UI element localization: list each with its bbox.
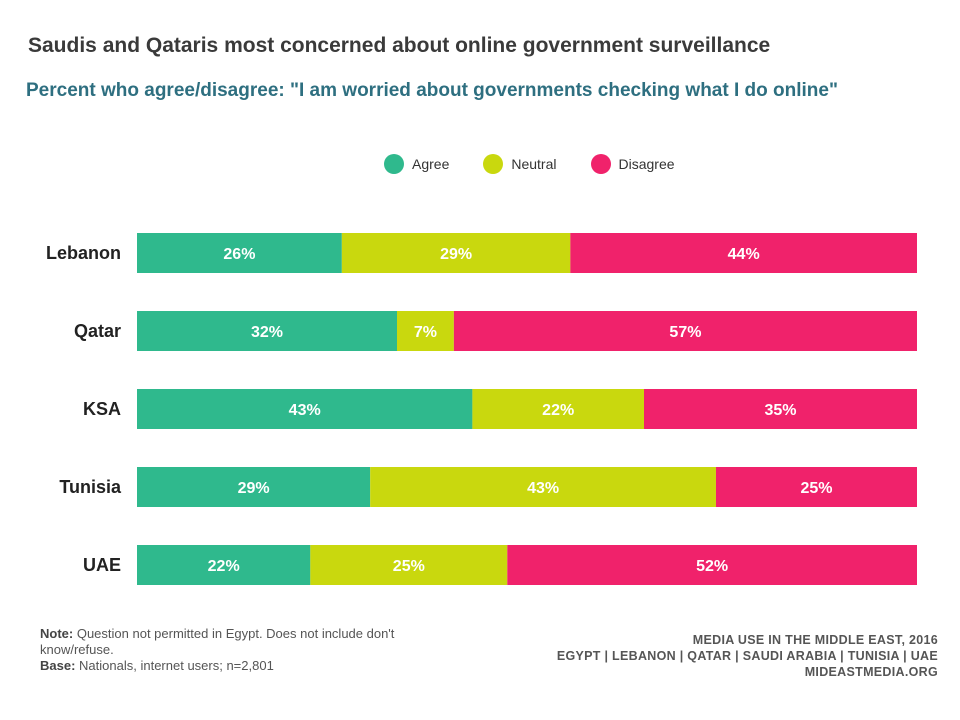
- base-text: Nationals, internet users; n=2,801: [79, 658, 274, 673]
- category-label-lebanon: Lebanon: [46, 243, 121, 263]
- data-label-ksa-agree: 43%: [289, 402, 321, 419]
- legend: Agree Neutral Disagree: [384, 154, 709, 174]
- note-text: Question not permitted in Egypt. Does no…: [40, 626, 395, 657]
- note-label: Note:: [40, 626, 74, 641]
- source-credit: MEDIA USE IN THE MIDDLE EAST, 2016 EGYPT…: [557, 632, 938, 680]
- data-label-uae-agree: 22%: [208, 558, 240, 575]
- legend-swatch-neutral: [483, 154, 504, 174]
- bar-lebanon-disagree: [570, 233, 917, 273]
- bar-ksa-disagree: [644, 389, 917, 429]
- bar-qatar-disagree: [453, 311, 917, 351]
- chart-subtitle: Percent who agree/disagree: "I am worrie…: [26, 80, 838, 101]
- base-label: Base:: [40, 658, 76, 673]
- data-label-uae-neutral: 25%: [393, 558, 425, 575]
- legend-item-neutral: Neutral: [483, 154, 557, 174]
- data-label-lebanon-agree: 26%: [223, 246, 255, 263]
- source-line-3: MIDEASTMEDIA.ORG: [804, 665, 938, 679]
- footnote: Note: Question not permitted in Egypt. D…: [40, 626, 460, 674]
- bar-ksa-neutral: [472, 389, 644, 429]
- bar-tunisia-disagree: [715, 467, 917, 507]
- base-line: Base: Nationals, internet users; n=2,801: [40, 658, 460, 674]
- legend-item-agree: Agree: [384, 154, 449, 174]
- data-label-qatar-disagree: 57%: [669, 324, 701, 341]
- bar-uae-agree: [137, 545, 311, 585]
- legend-item-disagree: Disagree: [590, 154, 675, 174]
- data-label-qatar-neutral: 7%: [414, 324, 437, 341]
- data-label-lebanon-disagree: 44%: [728, 246, 760, 263]
- data-label-uae-disagree: 52%: [696, 558, 728, 575]
- bar-qatar-agree: [137, 311, 397, 351]
- bar-lebanon-neutral: [341, 233, 571, 273]
- data-label-tunisia-agree: 29%: [238, 480, 270, 497]
- bar-uae-disagree: [507, 545, 917, 585]
- bar-uae-neutral: [310, 545, 508, 585]
- legend-swatch-disagree: [590, 154, 611, 174]
- legend-label-disagree: Disagree: [618, 156, 675, 172]
- bar-tunisia-agree: [137, 467, 371, 507]
- data-label-ksa-disagree: 35%: [764, 402, 796, 419]
- data-label-tunisia-disagree: 25%: [800, 480, 832, 497]
- category-label-uae: UAE: [83, 555, 121, 575]
- bar-ksa-agree: [137, 389, 473, 429]
- legend-label-neutral: Neutral: [511, 156, 557, 172]
- category-label-tunisia: Tunisia: [59, 477, 122, 497]
- category-label-ksa: KSA: [83, 399, 121, 419]
- bar-lebanon-agree: [137, 233, 342, 273]
- bar-tunisia-neutral: [370, 467, 716, 507]
- data-label-tunisia-neutral: 43%: [527, 480, 559, 497]
- legend-swatch-agree: [384, 154, 404, 174]
- legend-label-agree: Agree: [412, 156, 450, 172]
- source-line-2: EGYPT | LEBANON | QATAR | SAUDI ARABIA |…: [556, 649, 938, 663]
- source-line-1: MEDIA USE IN THE MIDDLE EAST, 2016: [692, 633, 938, 647]
- bar-qatar-neutral: [397, 311, 454, 351]
- chart-title: Saudis and Qataris most concerned about …: [28, 34, 771, 57]
- data-label-ksa-neutral: 22%: [542, 402, 574, 419]
- data-label-lebanon-neutral: 29%: [440, 246, 472, 263]
- data-label-qatar-agree: 32%: [251, 324, 283, 341]
- note-line: Note: Question not permitted in Egypt. D…: [40, 626, 460, 658]
- category-label-qatar: Qatar: [74, 321, 121, 341]
